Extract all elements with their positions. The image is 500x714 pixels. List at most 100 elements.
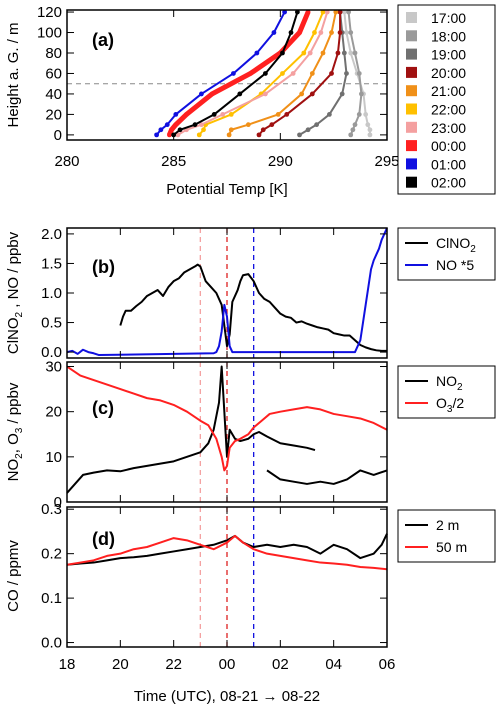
panel-b-time-markers (199, 228, 255, 358)
panel-b-ticks: 0.0 0.5 1.0 1.5 2.0 (41, 226, 388, 361)
panel-a-legend-swatch (406, 121, 417, 133)
panel-c-ytick-label: 20 (45, 404, 62, 421)
panel-c-line (66, 365, 316, 494)
panel-a-point (352, 50, 358, 56)
panel-a-legend-label: 17:00 (431, 10, 466, 26)
panel-a-legend-label: 19:00 (431, 47, 466, 63)
panel-a-ytick-label: 100 (37, 25, 62, 42)
panel-c-label: (c) (92, 398, 114, 418)
panel-a-point (164, 122, 170, 128)
panel-a-point (350, 127, 356, 133)
panel-d-label: (d) (92, 529, 115, 549)
panel-a-point (173, 122, 179, 128)
panel-a-point (314, 122, 319, 128)
panel-a-legend-swatch (406, 176, 417, 188)
panel-a-point (295, 9, 300, 15)
panel-d-legend-label: 50 m (436, 539, 467, 555)
panel-d-xtick-label: 04 (325, 656, 342, 673)
panel-a-ytick-label: 80 (45, 45, 62, 62)
panel-a-point (199, 91, 204, 97)
panel-d-ytick-label: 0.1 (41, 590, 62, 607)
panel-c-ylabel: NO2, O3 / ppbv (5, 382, 25, 481)
panel-a-point (312, 30, 317, 35)
panel-a-point (192, 122, 198, 128)
panel-a-point (231, 71, 236, 76)
panel-a-point (226, 132, 232, 138)
panel-d-xtick-label: 22 (165, 656, 182, 673)
panel-a-point (324, 9, 330, 15)
panel-a-point (199, 122, 204, 128)
panel-a-point (173, 112, 179, 117)
panel-a-legend-label: 22:00 (431, 102, 466, 118)
panel-a-point (333, 9, 339, 15)
panel-a-frame (66, 9, 388, 141)
panel-c-time-markers (199, 362, 255, 502)
panel-a-point (337, 30, 343, 35)
panel-a-point (309, 71, 315, 76)
panel-a-point (299, 91, 305, 97)
panel-a-point (275, 112, 281, 117)
panel-a-point (263, 71, 268, 76)
panel-d-xtick-label: 02 (272, 656, 289, 673)
panel-a-point (348, 50, 354, 56)
panel-a-xtick-label: 280 (54, 153, 79, 170)
panel-a-point (220, 112, 226, 117)
panel-a-point (269, 122, 275, 128)
panel-a-ytick-label: 40 (45, 86, 62, 103)
panel-a-point (228, 112, 234, 117)
panel-a-point (245, 122, 251, 128)
panel-a-point (352, 122, 358, 128)
panel-a-point (154, 132, 160, 138)
panel-a-point (320, 9, 326, 15)
panel-a-point (344, 71, 349, 76)
panel-a-point (329, 71, 334, 76)
panel-a-point (318, 30, 324, 35)
panel-a-legend-swatch (406, 66, 417, 78)
panel-a-point (309, 91, 315, 97)
panel-d-legend-label: 2 m (436, 517, 459, 533)
panel-a-ylabel: Height a. G. / m (5, 22, 22, 127)
panel-a-legend-swatch (406, 103, 417, 115)
panel-a-legend-label: 21:00 (431, 83, 466, 99)
panel-d-xtick-label: 18 (59, 656, 76, 673)
panel-d-ticks: 18 20 22 00 02 04 06 0.0 0.1 0.2 0.3 (41, 501, 395, 673)
panel-a-point (211, 112, 217, 117)
panel-a-point (305, 9, 311, 15)
panel-a-legend-label: 20:00 (431, 65, 466, 81)
panel-d-xtick-label: 06 (379, 656, 396, 673)
panel-a-point (337, 9, 343, 15)
panel-a-ticks: 280 285 290 295 0 20 40 60 80 100 120 (37, 4, 400, 170)
panel-a-point (297, 30, 302, 35)
panel-d-xlabel: Time (UTC), 08-21 → 08-22 (134, 688, 320, 705)
panel-a-xlabel: Potential Temp [K] (166, 181, 287, 198)
panel-a-point (184, 112, 189, 117)
panel-a-ytick-label: 120 (37, 4, 62, 21)
panel-b-series (66, 227, 388, 357)
panel-a-point (280, 50, 285, 56)
panel-a-point (367, 127, 373, 133)
panel-d-legend (397, 509, 496, 563)
panel-c-series (66, 365, 388, 494)
panel-a-point (228, 127, 234, 133)
panel-a-legend-label: 00:00 (431, 138, 466, 154)
panel-a-legend-label: 18:00 (431, 28, 466, 44)
panel-b-ytick-label: 0.0 (41, 344, 62, 361)
panel-b-ytick-label: 1.0 (41, 285, 62, 302)
panel-a-point (359, 91, 364, 97)
panel-b: 0.0 0.5 1.0 1.5 2.0 (b) ClNO2 , NO / ppbv Cl… (5, 226, 496, 361)
panel-a-legend-swatch (406, 85, 417, 97)
panel-d-xtick-label: 00 (219, 656, 236, 673)
panel-a-point (158, 127, 164, 133)
panel-a-point (365, 122, 371, 128)
panel-b-line (66, 227, 388, 357)
panel-b-ytick-label: 1.5 (41, 255, 62, 272)
panel-a-point (356, 112, 362, 117)
panel-a-point (348, 30, 354, 35)
panel-a-point (341, 9, 347, 15)
panel-c-ticks: 0 10 20 30 (45, 359, 388, 511)
panel-a-point (335, 50, 341, 56)
panel-b-ytick-label: 2.0 (41, 226, 62, 243)
panel-d-ytick-label: 0.0 (41, 635, 62, 652)
panel-a-point (167, 132, 172, 138)
